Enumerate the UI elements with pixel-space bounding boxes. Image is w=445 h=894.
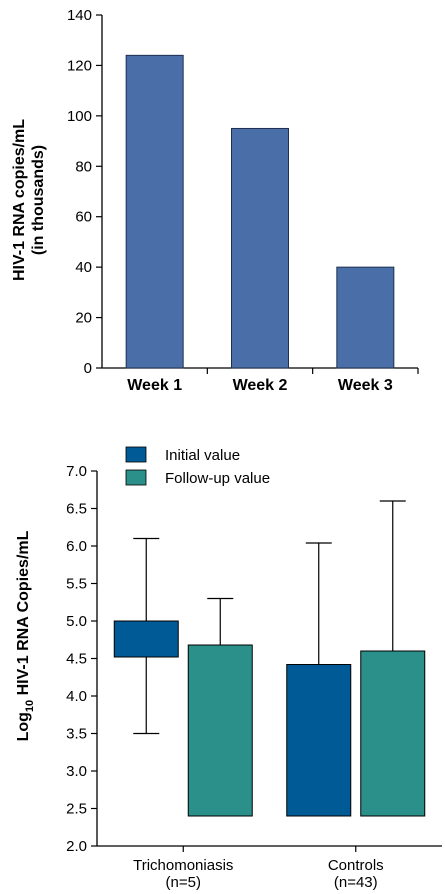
category-label: Week 2 bbox=[233, 377, 288, 394]
y-tick-label: 6.0 bbox=[66, 538, 87, 555]
bars bbox=[125, 54, 395, 369]
group-sublabel: (n=43) bbox=[334, 874, 378, 891]
y-tick-label: 3.0 bbox=[66, 763, 87, 780]
bar-chart: HIV-1 RNA copies/mL (in thousands) 0 20 40… bbox=[11, 7, 419, 394]
box bbox=[286, 664, 352, 817]
y-axis-label-line2: (in thousands) bbox=[30, 145, 47, 255]
y-tick-label: 3.5 bbox=[66, 726, 87, 743]
box-chart: Log10 HIV-1 RNA Copies/mL Initial value F… bbox=[15, 446, 442, 891]
y-tick-label: 5.0 bbox=[66, 613, 87, 630]
y-axis-label-line1: HIV-1 RNA copies/mL bbox=[11, 119, 28, 281]
y-tick-label: 4.0 bbox=[66, 688, 87, 705]
y-tick-label: 2.0 bbox=[66, 838, 87, 855]
legend-label: Follow-up value bbox=[165, 470, 270, 487]
y-tick-label: 20 bbox=[75, 310, 92, 327]
group-label: Trichomoniasis bbox=[133, 857, 233, 874]
y-tick-label: 5.5 bbox=[66, 576, 87, 593]
axes: 0 20 40 60 80 100 120 140 bbox=[67, 7, 419, 377]
y-axis-label-subscript: 10 bbox=[24, 700, 36, 712]
y-tick-label: 60 bbox=[75, 209, 92, 226]
bar bbox=[125, 54, 184, 369]
group-label: Controls bbox=[328, 857, 384, 874]
y-tick-label: 40 bbox=[75, 259, 92, 276]
legend: Initial value Follow-up value bbox=[125, 446, 270, 487]
y-tick-label: 7.0 bbox=[66, 463, 87, 480]
y-tick-label: 80 bbox=[75, 158, 92, 175]
bar bbox=[231, 127, 289, 369]
y-tick-label: 6.5 bbox=[66, 501, 87, 518]
legend-swatch bbox=[125, 469, 147, 486]
bar bbox=[336, 266, 395, 369]
legend-label: Initial value bbox=[165, 447, 240, 464]
y-axis-label-log: Log bbox=[15, 712, 32, 741]
category-labels: Week 1 Week 2 Week 3 bbox=[127, 377, 393, 394]
boxes bbox=[113, 500, 426, 817]
y-tick-label: 100 bbox=[67, 108, 92, 125]
y-axis-label: Log10 HIV-1 RNA Copies/mL bbox=[15, 530, 36, 741]
box bbox=[187, 644, 253, 817]
group-sublabel: (n=5) bbox=[166, 874, 201, 891]
y-tick-label: 4.5 bbox=[66, 651, 87, 668]
group-labels: Trichomoniasis(n=5) Controls(n=43) bbox=[133, 857, 384, 891]
y-tick-label: 120 bbox=[67, 57, 92, 74]
y-tick-label: 2.5 bbox=[66, 801, 87, 818]
legend-swatch bbox=[125, 446, 147, 463]
box bbox=[360, 650, 426, 817]
y-tick-label: 0 bbox=[84, 360, 92, 377]
box bbox=[113, 620, 179, 658]
category-label: Week 1 bbox=[127, 377, 182, 394]
category-label: Week 3 bbox=[338, 377, 393, 394]
y-axis-label-rest: HIV-1 RNA Copies/mL bbox=[15, 530, 32, 699]
y-tick-label: 140 bbox=[67, 7, 92, 24]
axes: 2.0 2.5 3.0 3.5 4.0 4.5 5.0 5.5 6.0 6.5 7.0 bbox=[66, 463, 442, 855]
